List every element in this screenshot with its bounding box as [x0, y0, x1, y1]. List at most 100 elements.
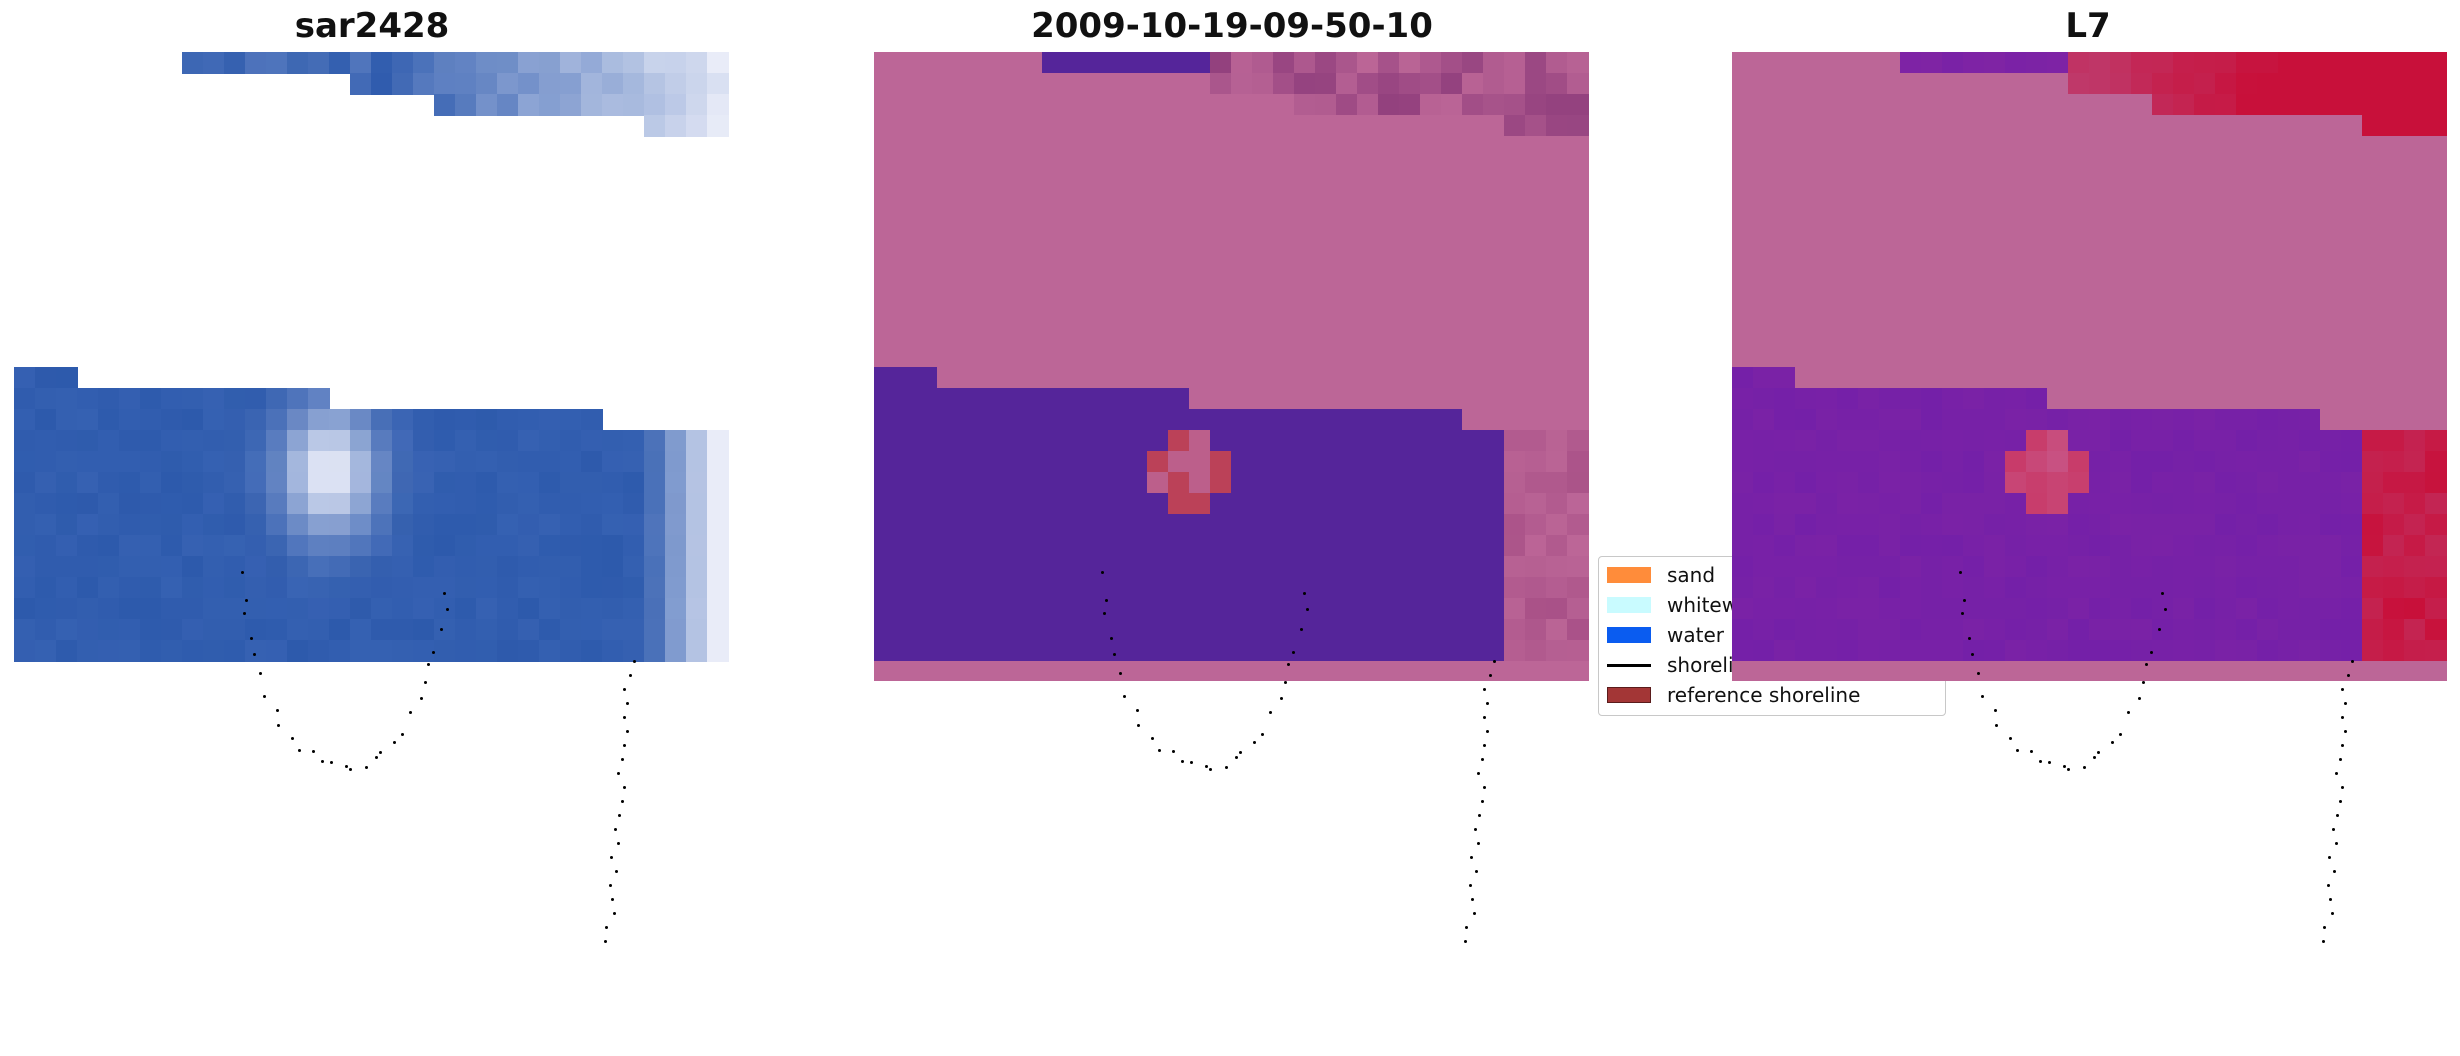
image-pixel: [2068, 451, 2090, 473]
image-pixel: [2047, 178, 2069, 200]
image-pixel: [518, 598, 540, 620]
image-pixel: [455, 409, 477, 431]
image-pixel: [2299, 304, 2321, 326]
image-pixel: [1837, 388, 1859, 410]
image-pixel: [1063, 178, 1085, 200]
image-pixel: [2383, 367, 2405, 389]
image-pixel: [2152, 661, 2174, 681]
image-pixel: [1168, 346, 1190, 368]
image-pixel: [1168, 115, 1190, 137]
shoreline-point: [1299, 628, 1303, 632]
classified-image-panel: [874, 52, 1590, 1041]
image-pixel: [476, 472, 498, 494]
image-pixel: [2089, 619, 2111, 641]
image-pixel: [1441, 199, 1463, 221]
image-pixel: [1816, 556, 1838, 578]
image-pixel: [1273, 661, 1295, 681]
image-pixel: [1399, 136, 1421, 158]
image-pixel: [1546, 304, 1568, 326]
image-pixel: [2110, 262, 2132, 284]
image-pixel: [1021, 283, 1043, 305]
image-pixel: [1879, 472, 1901, 494]
image-pixel: [1963, 241, 1985, 263]
image-pixel: [1921, 661, 1943, 681]
image-pixel: [35, 409, 57, 431]
image-pixel: [1315, 73, 1337, 95]
image-pixel: [2257, 94, 2279, 116]
image-pixel: [1963, 136, 1985, 158]
image-pixel: [1336, 367, 1358, 389]
image-pixel: [2110, 304, 2132, 326]
image-pixel: [1858, 451, 1880, 473]
image-pixel: [1168, 472, 1190, 494]
image-pixel: [1441, 94, 1463, 116]
image-pixel: [1774, 514, 1796, 536]
image-pixel: [958, 199, 980, 221]
image-pixel: [56, 367, 78, 389]
image-pixel: [958, 241, 980, 263]
image-pixel: [1963, 535, 1985, 557]
image-pixel: [1357, 136, 1379, 158]
image-pixel: [1900, 241, 1922, 263]
shoreline-point: [1482, 786, 1486, 789]
image-pixel: [1441, 157, 1463, 179]
image-pixel: [958, 640, 980, 662]
image-pixel: [392, 73, 414, 95]
image-pixel: [1189, 451, 1211, 473]
image-pixel: [2110, 619, 2132, 641]
image-pixel: [2194, 388, 2216, 410]
image-pixel: [1084, 556, 1106, 578]
image-pixel: [1462, 304, 1484, 326]
image-pixel: [2215, 514, 2237, 536]
image-pixel: [434, 619, 456, 641]
image-pixel: [539, 493, 561, 515]
image-pixel: [371, 73, 393, 95]
image-pixel: [958, 598, 980, 620]
shoreline-point: [427, 662, 431, 666]
image-pixel: [2047, 577, 2069, 599]
image-pixel: [2320, 661, 2342, 681]
image-pixel: [1315, 346, 1337, 368]
image-pixel: [1147, 640, 1169, 662]
image-pixel: [1984, 325, 2006, 347]
image-pixel: [1042, 283, 1064, 305]
image-pixel: [937, 430, 959, 452]
image-pixel: [874, 220, 896, 242]
image-pixel: [1315, 157, 1337, 179]
image-pixel: [937, 514, 959, 536]
image-pixel: [937, 199, 959, 221]
image-pixel: [1483, 619, 1505, 641]
image-pixel: [1504, 52, 1526, 74]
image-pixel: [1147, 52, 1169, 74]
image-pixel: [1189, 661, 1211, 681]
image-pixel: [2341, 346, 2363, 368]
image-pixel: [2425, 514, 2447, 536]
image-pixel: [665, 514, 687, 536]
image-pixel: [1837, 136, 1859, 158]
image-pixel: [1462, 514, 1484, 536]
image-pixel: [1210, 451, 1232, 473]
image-pixel: [1336, 220, 1358, 242]
image-pixel: [1315, 451, 1337, 473]
image-pixel: [1231, 262, 1253, 284]
image-pixel: [308, 535, 330, 557]
image-pixel: [2278, 157, 2300, 179]
image-pixel: [1879, 220, 1901, 242]
image-pixel: [518, 73, 540, 95]
image-pixel: [1168, 388, 1190, 410]
image-pixel: [1774, 451, 1796, 473]
image-pixel: [266, 52, 288, 74]
image-pixel: [958, 304, 980, 326]
image-pixel: [979, 409, 1001, 431]
image-pixel: [2194, 136, 2216, 158]
image-pixel: [937, 661, 959, 681]
image-pixel: [1858, 598, 1880, 620]
image-pixel: [1420, 262, 1442, 284]
image-pixel: [350, 598, 372, 620]
image-pixel: [937, 619, 959, 641]
shoreline-point: [291, 737, 295, 741]
image-pixel: [56, 409, 78, 431]
image-pixel: [2383, 220, 2405, 242]
image-pixel: [1147, 514, 1169, 536]
image-pixel: [1357, 640, 1379, 662]
